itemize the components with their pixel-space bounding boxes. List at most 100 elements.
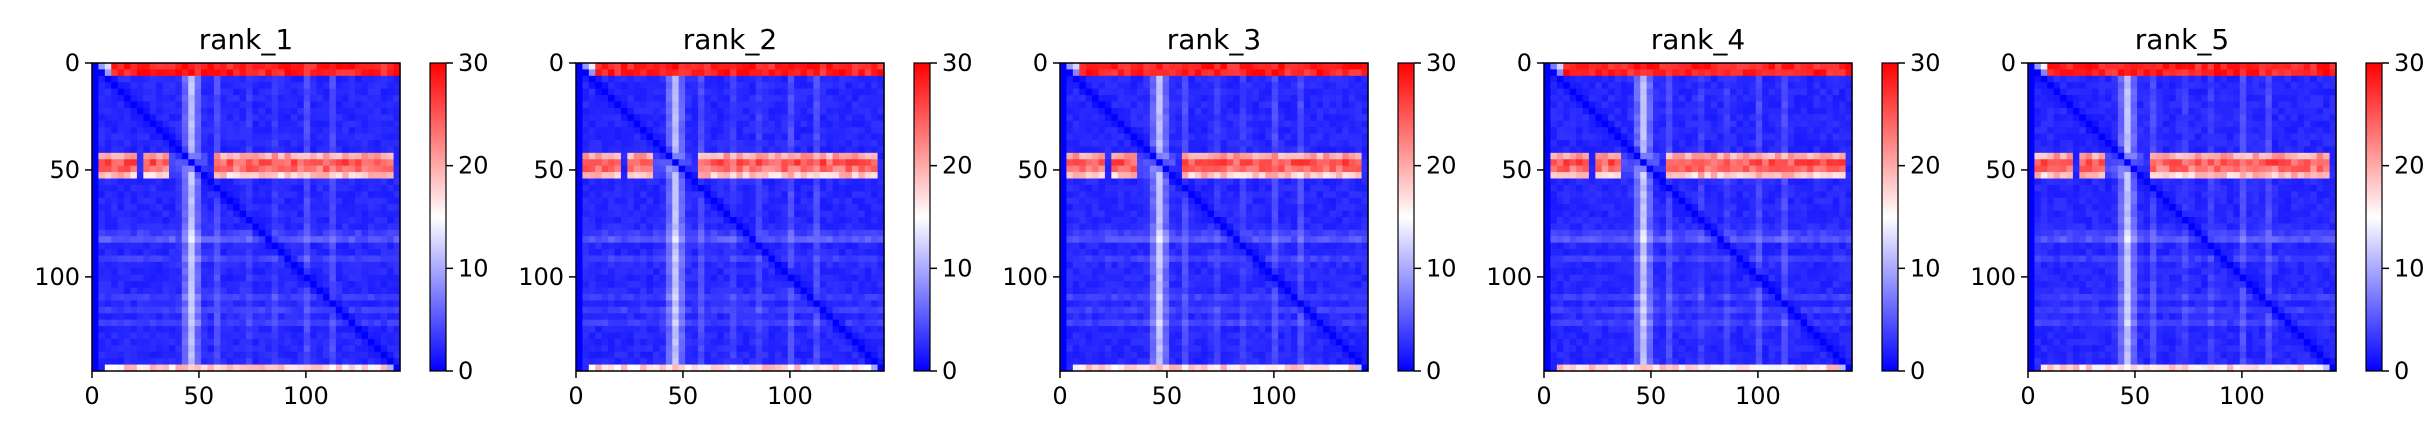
heatmap-cell xyxy=(181,229,189,237)
heatmap-cell xyxy=(858,191,866,199)
heatmap-cell xyxy=(640,114,648,122)
heatmap-cell xyxy=(246,229,254,237)
heatmap-cell xyxy=(278,210,286,218)
heatmap-cell xyxy=(646,300,654,308)
heatmap-cell xyxy=(832,306,840,314)
heatmap-cell xyxy=(246,204,254,212)
heatmap-cell xyxy=(188,313,196,321)
heatmap-cell xyxy=(213,306,221,314)
heatmap-cell xyxy=(1085,101,1093,109)
heatmap-cell xyxy=(851,133,859,141)
heatmap-cell xyxy=(588,191,596,199)
heatmap-cell xyxy=(832,165,840,173)
heatmap-cell xyxy=(1265,95,1273,103)
heatmap-cell xyxy=(646,313,654,321)
heatmap-cell xyxy=(239,345,247,353)
heatmap-cell xyxy=(323,281,331,289)
heatmap-cell xyxy=(576,351,584,359)
heatmap-cell xyxy=(169,229,177,237)
heatmap-cell xyxy=(813,95,821,103)
heatmap-cell xyxy=(787,107,795,115)
heatmap-cell xyxy=(665,127,673,135)
heatmap-cell xyxy=(762,159,770,167)
heatmap-cell xyxy=(819,268,827,276)
heatmap-cell xyxy=(864,319,872,327)
heatmap-cell xyxy=(826,152,834,160)
heatmap-cell xyxy=(710,140,718,148)
heatmap-cell xyxy=(755,345,763,353)
heatmap-cell xyxy=(367,332,375,340)
heatmap-cell xyxy=(646,165,654,173)
heatmap-cell xyxy=(201,165,209,173)
heatmap-cell xyxy=(1348,88,1356,96)
heatmap-cell xyxy=(111,88,119,96)
heatmap-cell xyxy=(1181,75,1189,83)
heatmap-cell xyxy=(233,306,241,314)
heatmap-cell xyxy=(877,172,885,180)
heatmap-cell xyxy=(297,358,305,366)
heatmap-cell xyxy=(201,217,209,225)
heatmap-cell xyxy=(762,165,770,173)
heatmap-cell xyxy=(601,319,609,327)
heatmap-cell xyxy=(620,152,628,160)
heatmap-cell xyxy=(576,95,584,103)
heatmap-cell xyxy=(278,281,286,289)
heatmap-cell xyxy=(665,217,673,225)
heatmap-cell xyxy=(787,242,795,250)
heatmap-cell xyxy=(710,274,718,282)
heatmap-cell xyxy=(845,140,853,148)
heatmap-cell xyxy=(749,152,757,160)
heatmap-cell xyxy=(787,184,795,192)
heatmap-cell xyxy=(640,217,648,225)
heatmap-cell xyxy=(143,223,151,231)
heatmap-cell xyxy=(348,300,356,308)
heatmap-cell xyxy=(678,107,686,115)
heatmap-cell xyxy=(136,358,144,366)
heatmap-cell xyxy=(1181,69,1189,77)
heatmap-cell xyxy=(239,300,247,308)
heatmap-cell xyxy=(762,114,770,122)
heatmap-cell xyxy=(1252,82,1260,90)
heatmap-cell xyxy=(316,127,324,135)
heatmap-cell xyxy=(845,274,853,282)
heatmap-cell xyxy=(265,345,273,353)
heatmap-cell xyxy=(704,88,712,96)
heatmap-cell xyxy=(258,165,266,173)
heatmap-cell xyxy=(653,95,661,103)
heatmap-cell xyxy=(156,287,164,295)
heatmap-cell xyxy=(290,204,298,212)
heatmap-cell xyxy=(156,204,164,212)
heatmap-cell xyxy=(839,140,847,148)
heatmap-cell xyxy=(201,358,209,366)
heatmap-cell xyxy=(226,127,234,135)
heatmap-cell xyxy=(220,332,228,340)
heatmap-cell xyxy=(207,82,215,90)
heatmap-cell xyxy=(297,82,305,90)
heatmap-cell xyxy=(98,268,106,276)
heatmap-cell xyxy=(864,294,872,302)
heatmap-cell xyxy=(1175,101,1183,109)
heatmap-cell xyxy=(819,101,827,109)
heatmap-cell xyxy=(595,281,603,289)
heatmap-cell xyxy=(367,204,375,212)
heatmap-cell xyxy=(653,140,661,148)
heatmap-cell xyxy=(582,75,590,83)
heatmap-cell xyxy=(111,140,119,148)
heatmap-cell xyxy=(678,191,686,199)
heatmap-cell xyxy=(213,120,221,128)
heatmap-cell xyxy=(620,63,628,71)
heatmap-cell xyxy=(213,261,221,269)
heatmap-cell xyxy=(98,184,106,192)
heatmap-cell xyxy=(851,127,859,135)
heatmap-cell xyxy=(685,204,693,212)
heatmap-cell xyxy=(348,274,356,282)
heatmap-cell xyxy=(104,210,112,218)
heatmap-cell xyxy=(633,287,641,295)
heatmap-cell xyxy=(633,326,641,334)
heatmap-cell xyxy=(704,133,712,141)
heatmap-cell xyxy=(627,274,635,282)
heatmap-cell xyxy=(678,127,686,135)
heatmap-cell xyxy=(329,319,337,327)
heatmap-cell xyxy=(181,152,189,160)
heatmap-cell xyxy=(380,184,388,192)
